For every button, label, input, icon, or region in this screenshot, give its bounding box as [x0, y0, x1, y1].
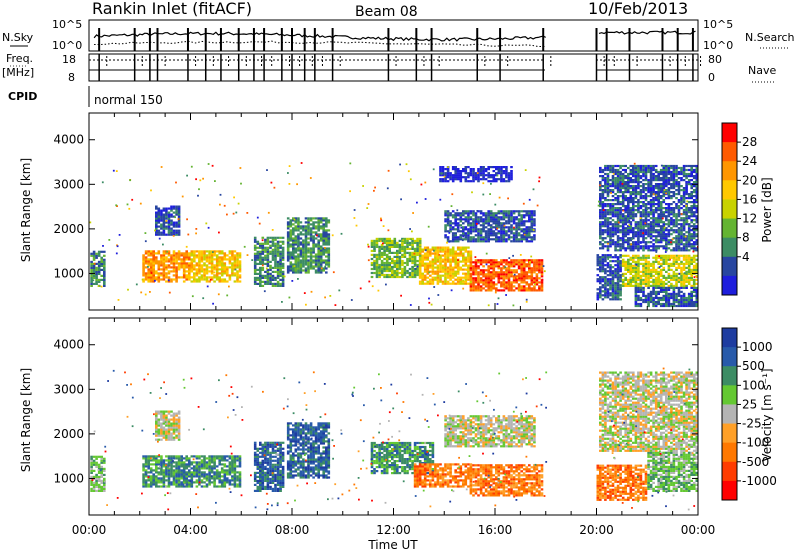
x-axis-label: Time UT: [367, 538, 418, 552]
time-tick-label: 00:00: [72, 523, 107, 537]
velocity-colorbar-tick: -1000: [742, 474, 777, 488]
time-tick-label: 16:00: [478, 523, 513, 537]
time-tick-label: 20:00: [579, 523, 614, 537]
nsearch-tick-top: 10^5: [703, 18, 733, 31]
velocity-ytick: 1000: [53, 471, 84, 485]
velocity-colorbar-segment: [722, 328, 737, 348]
power-ylabel: Slant Range [km]: [19, 158, 33, 262]
power-colorbar-segment: [722, 256, 737, 277]
power-colorbar-tick: 24: [742, 154, 757, 168]
velocity-colorbar-tick: 500: [742, 359, 765, 373]
power-colorbar-segment: [722, 180, 737, 200]
cpid-value: normal 150: [94, 93, 163, 107]
nave-tick-top: 80: [708, 53, 722, 66]
cpid-label: CPID: [8, 90, 37, 103]
freq-tick-bottom: 8: [68, 71, 75, 84]
power-ytick: 3000: [53, 177, 84, 191]
velocity-ytick: 3000: [53, 382, 84, 396]
time-tick-label: 08:00: [275, 523, 310, 537]
velocity-ytick: 4000: [53, 338, 84, 352]
power-colorbar-segment: [722, 218, 737, 239]
velocity-colorbar-segment: [722, 480, 737, 501]
velocity-colorbar-tick: 25: [742, 397, 757, 411]
velocity-panel: 4000 3000 2000 1000 Slant Range [km]: [19, 317, 699, 516]
beam-title: Beam 08: [355, 4, 418, 20]
power-ytick: 2000: [53, 222, 84, 236]
time-tick-label: 12:00: [376, 523, 411, 537]
power-colorbar-segment: [722, 199, 737, 220]
power-ytick: 1000: [53, 266, 84, 280]
nave-tick-bottom: 0: [708, 71, 715, 84]
power-colorbar-segment: [722, 123, 737, 143]
power-colorbar-segment: [722, 161, 737, 181]
nsearch-label: N.Search: [745, 31, 795, 44]
velocity-colorbar-segment: [722, 442, 737, 463]
freq-panel: Freq. [MHz] 18 8 80 0 Nave: [2, 52, 776, 84]
velocity-colorbar-tick: -25: [742, 417, 762, 431]
date-title: 10/Feb/2013: [588, 0, 688, 18]
velocity-colorbar-tick: -100: [742, 436, 769, 450]
power-colorbar-segment: [722, 275, 737, 296]
velocity-colorbar-segment: [722, 461, 737, 482]
power-colorbar-tick: 28: [742, 135, 757, 149]
velocity-colorbar-tick: 1000: [742, 340, 773, 354]
power-ytick: 4000: [53, 133, 84, 147]
freq-tick-top: 18: [62, 53, 76, 66]
time-tick-label: 04:00: [173, 523, 208, 537]
power-colorbar-tick: 16: [742, 192, 757, 206]
power-scale-label: Power [dB]: [760, 177, 774, 242]
nsky-panel: N.Sky 10^5 10^0 10^5 10^0 N.Search: [2, 18, 795, 52]
power-colorbar-tick: 12: [742, 212, 757, 226]
power-colorbar-tick: 8: [742, 231, 750, 245]
time-tick-label: 00:00: [681, 523, 716, 537]
power-panel: 4000 3000 2000 1000 Slant Range [km]: [19, 112, 699, 311]
velocity-colorbar-segment: [722, 385, 737, 405]
velocity-colorbar-segment: [722, 366, 737, 386]
nsky-label: N.Sky: [2, 31, 34, 44]
power-colorbar-segment: [722, 237, 737, 258]
station-title: Rankin Inlet (fitACF): [92, 0, 252, 18]
velocity-colorbar: 1000 500 100 25 -25 -100 -500 -1000 Velocity [m…: [721, 327, 777, 501]
freq-label-bottom: [MHz]: [2, 66, 34, 79]
nsky-tick-bottom: 10^0: [52, 39, 82, 52]
velocity-ylabel: Slant Range [km]: [19, 368, 33, 472]
velocity-colorbar-segment: [722, 347, 737, 367]
nsky-tick-top: 10^5: [52, 18, 82, 31]
power-colorbar-tick: 4: [742, 250, 750, 264]
power-colorbar-segment: [722, 142, 737, 162]
power-colorbar: 28 24 20 16 12 8 4 Power [dB]: [721, 122, 774, 296]
velocity-colorbar-segment: [722, 423, 737, 444]
velocity-ytick: 2000: [53, 427, 84, 441]
velocity-colorbar-tick: -500: [742, 455, 769, 469]
nave-label: Nave: [748, 64, 776, 77]
freq-label-top: Freq.: [6, 52, 33, 65]
velocity-colorbar-segment: [722, 404, 737, 425]
nsearch-tick-bottom: 10^0: [703, 39, 733, 52]
power-colorbar-tick: 20: [742, 173, 757, 187]
velocity-colorbar-tick: 100: [742, 378, 765, 392]
velocity-scale-label: Velocity [m s⁻¹]: [760, 368, 774, 461]
